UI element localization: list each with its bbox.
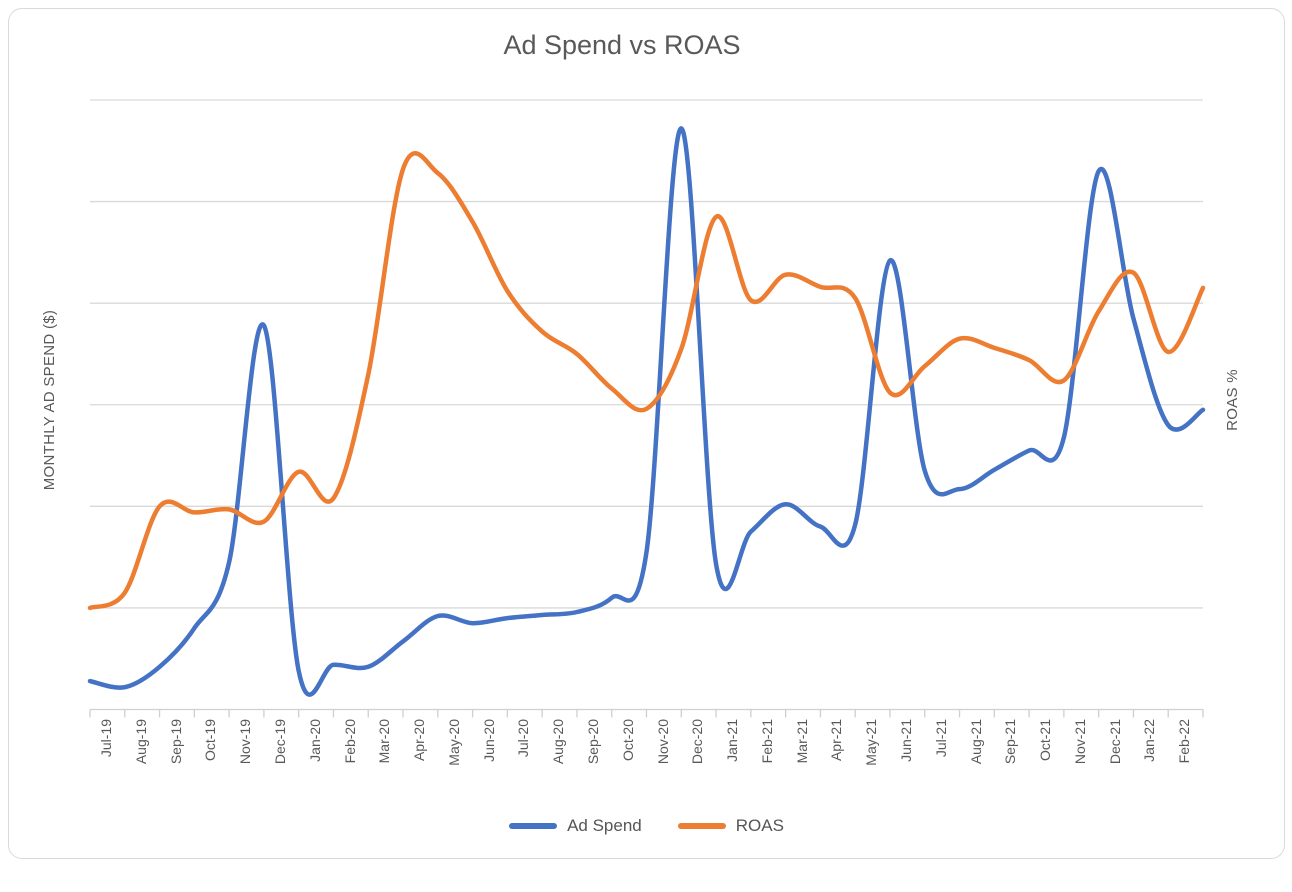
x-axis-label: May-20 bbox=[445, 719, 462, 766]
legend-label-ad-spend: Ad Spend bbox=[567, 816, 642, 835]
x-axis-label: Oct-20 bbox=[619, 719, 636, 762]
x-axis-label: Mar-21 bbox=[793, 719, 810, 764]
x-axis-label: May-21 bbox=[863, 719, 880, 766]
x-axis-label: Aug-20 bbox=[550, 719, 567, 765]
legend: Ad Spend ROAS bbox=[90, 816, 1203, 836]
legend-item-ad-spend: Ad Spend bbox=[509, 816, 642, 836]
x-axis-label: Jan-20 bbox=[306, 719, 323, 762]
x-axis-label: Sep-21 bbox=[1002, 719, 1019, 765]
x-axis-label: Oct-19 bbox=[202, 719, 219, 762]
x-axis-label: Nov-20 bbox=[654, 719, 671, 765]
chart-title: Ad Spend vs ROAS bbox=[503, 30, 741, 60]
x-axis-label: Dec-21 bbox=[1106, 719, 1123, 765]
x-axis-label: Dec-19 bbox=[271, 719, 288, 765]
ad-spend-line bbox=[87, 126, 1206, 697]
x-axis-label: Jun-21 bbox=[898, 719, 914, 762]
x-axis-label: Jul-20 bbox=[515, 719, 532, 758]
x-axis-label: Aug-19 bbox=[132, 719, 149, 765]
x-axis-label: Nov-19 bbox=[237, 719, 254, 765]
x-axis-label: Feb-22 bbox=[1176, 719, 1193, 764]
x-axis-label: Mar-20 bbox=[376, 719, 393, 764]
x-axis-label: Jun-20 bbox=[480, 719, 497, 762]
x-axis-label: Jul-21 bbox=[932, 719, 949, 758]
roas-line bbox=[87, 151, 1206, 611]
x-axis-label: Dec-20 bbox=[689, 719, 706, 765]
legend-item-roas: ROAS bbox=[677, 816, 784, 836]
x-axis-label: Apr-20 bbox=[411, 719, 427, 762]
x-axis-label: Aug-21 bbox=[967, 719, 984, 765]
x-axis-label: Sep-19 bbox=[167, 719, 184, 765]
x-axis-label: Feb-20 bbox=[341, 719, 358, 764]
x-axis-label: Oct-21 bbox=[1037, 719, 1054, 762]
x-axis-label: Sep-20 bbox=[584, 719, 601, 765]
ad-spend-swatch bbox=[509, 823, 558, 829]
x-axis-label: Jan-21 bbox=[724, 719, 741, 762]
roas-swatch bbox=[677, 823, 726, 829]
x-axis-label: Jan-22 bbox=[1141, 719, 1158, 762]
x-axis-label: Jul-19 bbox=[98, 719, 114, 758]
y-axis-left-title: MONTHLY AD SPEND ($) bbox=[41, 309, 58, 491]
x-axis-label: Apr-21 bbox=[828, 719, 845, 762]
x-axis-label: Nov-21 bbox=[1071, 719, 1088, 765]
y-axis-right-title: ROAS % bbox=[1224, 369, 1241, 431]
x-axis-label: Feb-21 bbox=[758, 719, 775, 764]
legend-label-roas: ROAS bbox=[735, 816, 784, 835]
